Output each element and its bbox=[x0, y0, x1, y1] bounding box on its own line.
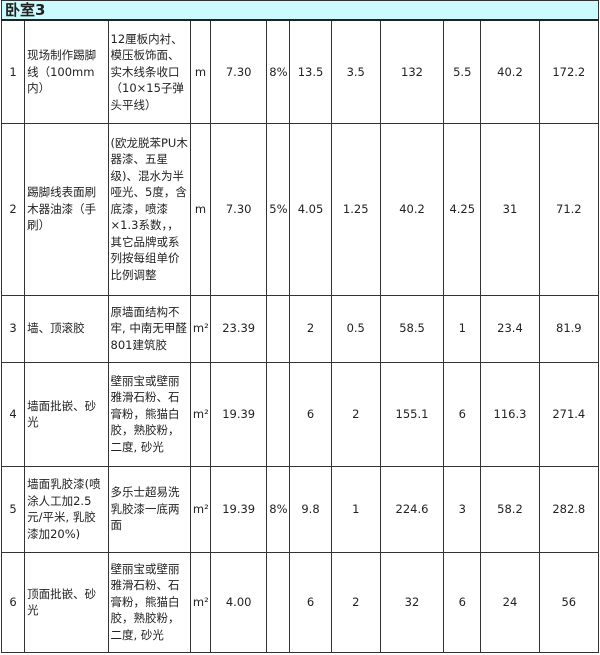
item-description: 原墙面结构不牢, 中南无甲醛801建筑胶 bbox=[107, 294, 191, 363]
row-number: 1 bbox=[0, 19, 26, 124]
quantity: 19.39 bbox=[210, 361, 268, 467]
item-description: 多乐士超易洗乳胶漆一底两面 bbox=[107, 465, 191, 553]
loss-rate bbox=[266, 361, 291, 467]
section-header-row: 卧室3 bbox=[1, 0, 599, 21]
unit: m bbox=[189, 19, 212, 124]
labor-cost: 31 bbox=[480, 122, 540, 296]
item-description: 壁丽宝或壁丽雅滑石粉、石膏粉，熊猫白胶，熟胶粉，二度, 砂光 bbox=[107, 361, 191, 467]
unit: m² bbox=[189, 361, 212, 467]
unit-price-material: 6 bbox=[289, 551, 332, 653]
item-description: (欧龙脱苯PU木器漆、五星级)、混水为半哑光、5度，含底漆，喷漆×1.3系数，，… bbox=[107, 122, 191, 296]
material-cost: 132 bbox=[379, 19, 445, 124]
total: 81.9 bbox=[538, 294, 600, 363]
loss-rate: 5% bbox=[266, 122, 291, 296]
loss-rate: 8% bbox=[266, 465, 291, 553]
table-row: 6 顶面批嵌、砂光 壁丽宝或壁丽雅滑石粉、石膏粉，熊猫白胶，熟胶粉，二度, 砂光 m²… bbox=[0, 551, 600, 653]
row-number: 6 bbox=[0, 551, 26, 653]
unit: m bbox=[189, 122, 212, 296]
total: 71.2 bbox=[538, 122, 600, 296]
item-name: 墙、顶滚胶 bbox=[24, 294, 109, 363]
quantity: 7.30 bbox=[210, 122, 268, 296]
item-description: 12厘板内衬、模压板饰面、实木线条收口（10×15子弹头平线） bbox=[107, 19, 191, 124]
labor-price: 6 bbox=[443, 361, 482, 467]
quantity: 19.39 bbox=[210, 465, 268, 553]
material-cost: 40.2 bbox=[379, 122, 445, 296]
table-row: 2 踢脚线表面刷木器油漆（手刷） (欧龙脱苯PU木器漆、五星级)、混水为半哑光、5度… bbox=[0, 122, 600, 296]
unit-price-labor: 1 bbox=[330, 465, 381, 553]
quantity: 4.00 bbox=[210, 551, 268, 653]
item-name: 墙面批嵌、砂光 bbox=[24, 361, 109, 467]
quantity: 7.30 bbox=[210, 19, 268, 124]
row-number: 2 bbox=[0, 122, 26, 296]
labor-price: 3 bbox=[443, 465, 482, 553]
material-cost: 58.5 bbox=[379, 294, 445, 363]
unit-price-material: 6 bbox=[289, 361, 332, 467]
row-number: 5 bbox=[0, 465, 26, 553]
labor-cost: 40.2 bbox=[480, 19, 540, 124]
unit: m² bbox=[189, 294, 212, 363]
item-name: 顶面批嵌、砂光 bbox=[24, 551, 109, 653]
labor-cost: 58.2 bbox=[480, 465, 540, 553]
unit: m² bbox=[189, 465, 212, 553]
table-row: 1 现场制作踢脚线（100mm内） 12厘板内衬、模压板饰面、实木线条收口（10×1… bbox=[0, 19, 600, 124]
labor-price: 1 bbox=[443, 294, 482, 363]
loss-rate: 8% bbox=[266, 19, 291, 124]
quantity: 23.39 bbox=[210, 294, 268, 363]
labor-price: 5.5 bbox=[443, 19, 482, 124]
table-row: 3 墙、顶滚胶 原墙面结构不牢, 中南无甲醛801建筑胶 m² 23.39 2 0.5 58.… bbox=[0, 294, 600, 363]
labor-price: 4.25 bbox=[443, 122, 482, 296]
material-cost: 224.6 bbox=[379, 465, 445, 553]
total: 271.4 bbox=[538, 361, 600, 467]
table-row: 5 墙面乳胶漆(喷涂人工加2.5元/平米, 乳胶漆加20%) 多乐士超易洗乳胶漆一底… bbox=[0, 465, 600, 553]
table-row: 4 墙面批嵌、砂光 壁丽宝或壁丽雅滑石粉、石膏粉，熊猫白胶，熟胶粉，二度, 砂光 m²… bbox=[0, 361, 600, 467]
total: 56 bbox=[538, 551, 600, 653]
unit-price-labor: 0.5 bbox=[330, 294, 381, 363]
item-description: 壁丽宝或壁丽雅滑石粉、石膏粉，熊猫白胶，熟胶粉，二度, 砂光 bbox=[107, 551, 191, 653]
row-number: 4 bbox=[0, 361, 26, 467]
unit-price-material: 9.8 bbox=[289, 465, 332, 553]
labor-price: 6 bbox=[443, 551, 482, 653]
unit: m² bbox=[189, 551, 212, 653]
section-title: 卧室3 bbox=[1, 0, 599, 21]
unit-price-labor: 2 bbox=[330, 361, 381, 467]
item-name: 踢脚线表面刷木器油漆（手刷） bbox=[24, 122, 109, 296]
labor-cost: 116.3 bbox=[480, 361, 540, 467]
unit-price-labor: 3.5 bbox=[330, 19, 381, 124]
labor-cost: 24 bbox=[480, 551, 540, 653]
unit-price-material: 13.5 bbox=[289, 19, 332, 124]
unit-price-material: 2 bbox=[289, 294, 332, 363]
labor-cost: 23.4 bbox=[480, 294, 540, 363]
row-number: 3 bbox=[0, 294, 26, 363]
material-cost: 155.1 bbox=[379, 361, 445, 467]
loss-rate bbox=[266, 551, 291, 653]
unit-price-labor: 1.25 bbox=[330, 122, 381, 296]
loss-rate bbox=[266, 294, 291, 363]
material-cost: 32 bbox=[379, 551, 445, 653]
item-name: 墙面乳胶漆(喷涂人工加2.5元/平米, 乳胶漆加20%) bbox=[24, 465, 109, 553]
unit-price-labor: 2 bbox=[330, 551, 381, 653]
total: 282.8 bbox=[538, 465, 600, 553]
total: 172.2 bbox=[538, 19, 600, 124]
unit-price-material: 4.05 bbox=[289, 122, 332, 296]
item-name: 现场制作踢脚线（100mm内） bbox=[24, 19, 109, 124]
